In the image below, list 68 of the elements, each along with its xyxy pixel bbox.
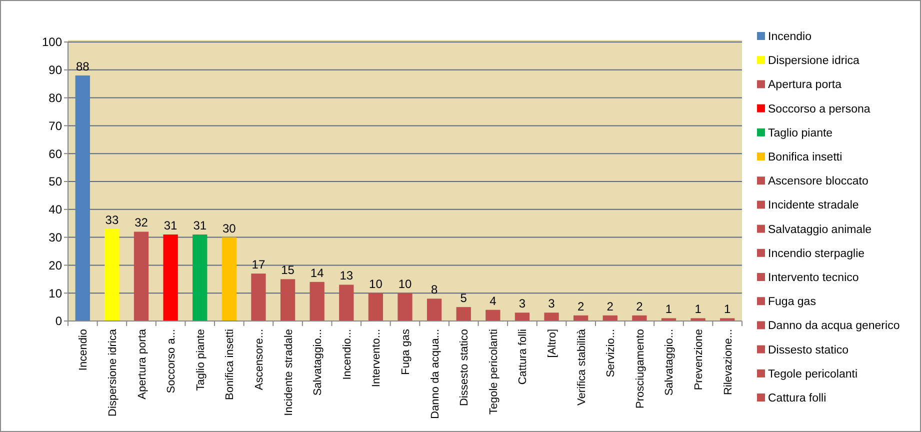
legend-label: Salvataggio animale xyxy=(768,224,872,236)
legend-label: Soccorso a persona xyxy=(768,103,871,116)
x-tick-label: Soccorso a... xyxy=(166,329,178,394)
y-tick-label: 100 xyxy=(42,35,62,50)
x-tick-label: Cattura folli xyxy=(517,329,530,385)
data-label: 2 xyxy=(577,299,584,314)
data-label: 31 xyxy=(164,218,178,233)
y-tick-label: 70 xyxy=(48,118,62,133)
data-label: 1 xyxy=(665,302,672,316)
data-label: 33 xyxy=(105,212,119,227)
data-label: 5 xyxy=(460,291,468,306)
y-tick-label: 10 xyxy=(48,286,62,300)
x-tick-label: Danno da acqua... xyxy=(429,329,442,419)
y-tick-label: 40 xyxy=(48,202,62,217)
y-tick-label: 30 xyxy=(48,230,62,244)
data-label: 1 xyxy=(694,302,702,316)
legend-label: Danno da acqua generico xyxy=(768,320,900,332)
data-label: 10 xyxy=(369,277,383,292)
data-label: 14 xyxy=(310,266,324,280)
x-tick-label: Dispersione idrica xyxy=(106,328,119,416)
x-tick-label: Prevenzione xyxy=(693,329,706,390)
data-label: 13 xyxy=(340,268,354,283)
data-label: 15 xyxy=(281,263,295,278)
data-label: 10 xyxy=(398,277,412,292)
y-tick-label: 60 xyxy=(48,146,62,161)
legend-label: Bonifica insetti xyxy=(768,152,842,164)
data-label: 4 xyxy=(490,294,497,308)
data-label: 8 xyxy=(430,282,438,297)
legend-label: Fuga gas xyxy=(768,296,816,308)
x-tick-label: Prosciugamento xyxy=(634,329,646,408)
x-tick-label: Dissesto statico xyxy=(458,329,471,406)
legend-label: Intervento tecnico xyxy=(768,272,859,284)
data-label: 31 xyxy=(193,218,207,233)
legend-label: Incidente stradale xyxy=(768,200,859,212)
x-tick-label: Verifica stabilità xyxy=(576,328,588,406)
data-label: 32 xyxy=(134,216,148,230)
legend-label: Ascensore bloccato xyxy=(768,176,868,188)
y-tick-label: 80 xyxy=(48,91,62,105)
x-tick-label: Incendio xyxy=(78,329,90,371)
legend-label: Dispersione idrica xyxy=(768,55,860,68)
legend-label: Taglio piante xyxy=(768,127,833,140)
x-tick-label: Bonifica insetti xyxy=(224,329,236,400)
legend-label: Incendio xyxy=(768,31,812,44)
x-tick-label: Servizio... xyxy=(605,329,618,378)
y-tick-label: 90 xyxy=(48,63,62,78)
data-label: 2 xyxy=(606,299,614,314)
y-tick-label: 0 xyxy=(55,314,62,328)
data-label: 3 xyxy=(518,296,526,311)
x-tick-label: Intervento... xyxy=(370,329,383,388)
legend-label: Incendio sterpaglie xyxy=(768,248,865,260)
x-tick-label: Ascensore... xyxy=(253,329,266,390)
y-tick-label: 50 xyxy=(48,174,62,189)
x-tick-label: Salvataggio... xyxy=(312,329,324,396)
x-tick-label: Salvataggio... xyxy=(664,329,676,396)
x-tick-label: Fuga gas xyxy=(400,328,412,375)
x-tick-label: Taglio piante xyxy=(194,329,207,391)
legend-label: Apertura porta xyxy=(768,79,842,92)
data-label: 1 xyxy=(724,302,732,316)
x-tick-label: Incidente stradale xyxy=(282,329,295,416)
x-tick-label: Tegole pericolanti xyxy=(488,329,500,415)
x-tick-label: Incendio... xyxy=(341,329,354,380)
y-tick-label: 20 xyxy=(48,258,62,272)
x-tick-label: [Altro] xyxy=(546,329,559,358)
x-tick-label: Apertura porta xyxy=(136,328,148,400)
x-tick-label: Rilevazione... xyxy=(722,329,734,396)
data-label: 2 xyxy=(636,299,644,314)
data-label: 30 xyxy=(222,221,236,236)
data-label: 3 xyxy=(548,296,556,311)
